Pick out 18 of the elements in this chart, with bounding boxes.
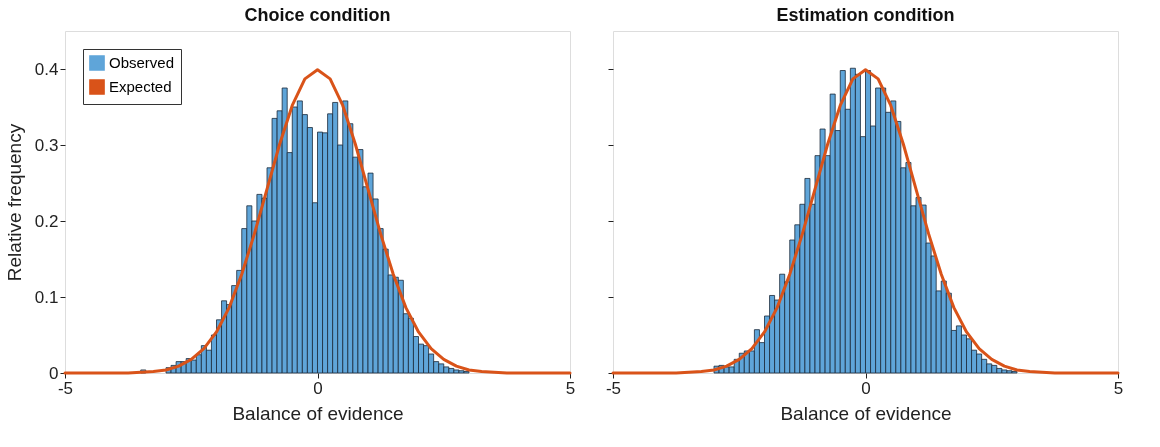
y-axis-title: Relative frequency [3,123,25,282]
chart-title: Choice condition [244,5,391,25]
y-tick-label: 0 [49,363,59,383]
x-tick-label: -5 [605,378,622,398]
legend-label: Observed [109,54,175,71]
legend-label: Expected [109,78,172,95]
y-tick-label: 0.1 [34,287,59,307]
x-tick-label: 5 [565,378,576,398]
x-axis-title: Balance of evidence [780,402,952,424]
y-tick-label: 0.4 [34,59,59,79]
y-tick-label: 0.3 [34,135,59,155]
y-tick-label: 0.2 [34,211,59,231]
x-tick-label: 5 [1113,378,1124,398]
x-tick-label: 0 [313,378,323,398]
x-tick-label: -5 [57,378,74,398]
chart-title: Estimation condition [776,5,955,25]
x-tick-label: 0 [861,378,871,398]
x-axis-title: Balance of evidence [232,402,404,424]
